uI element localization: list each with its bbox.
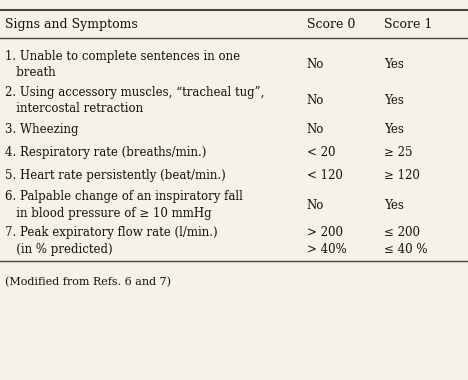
Text: > 200
> 40%: > 200 > 40% — [307, 226, 346, 256]
Text: No: No — [307, 198, 324, 212]
Text: No: No — [307, 58, 324, 71]
Text: No: No — [307, 94, 324, 107]
Text: Yes: Yes — [384, 124, 403, 136]
Text: ≤ 200
≤ 40 %: ≤ 200 ≤ 40 % — [384, 226, 427, 256]
Text: 3. Wheezing: 3. Wheezing — [5, 124, 78, 136]
Text: 5. Heart rate persistently (beat/min.): 5. Heart rate persistently (beat/min.) — [5, 169, 226, 182]
Text: Signs and Symptoms: Signs and Symptoms — [5, 18, 138, 31]
Text: 7. Peak expiratory flow rate (l/min.)
   (in % predicted): 7. Peak expiratory flow rate (l/min.) (i… — [5, 226, 217, 256]
Text: No: No — [307, 124, 324, 136]
Text: 1. Unable to complete sentences in one
   breath: 1. Unable to complete sentences in one b… — [5, 50, 240, 79]
Text: Yes: Yes — [384, 94, 403, 107]
Text: Score 0: Score 0 — [307, 18, 355, 31]
Text: 4. Respiratory rate (breaths/min.): 4. Respiratory rate (breaths/min.) — [5, 146, 206, 159]
Text: ≥ 120: ≥ 120 — [384, 169, 420, 182]
Text: ≥ 25: ≥ 25 — [384, 146, 412, 159]
Text: Yes: Yes — [384, 198, 403, 212]
Text: 2. Using accessory muscles, “tracheal tug”,
   intercostal retraction: 2. Using accessory muscles, “tracheal tu… — [5, 86, 264, 115]
Text: (Modified from Refs. 6 and 7): (Modified from Refs. 6 and 7) — [5, 277, 171, 287]
Text: < 120: < 120 — [307, 169, 343, 182]
Text: < 20: < 20 — [307, 146, 335, 159]
Text: Score 1: Score 1 — [384, 18, 432, 31]
Text: 6. Palpable change of an inspiratory fall
   in blood pressure of ≥ 10 mmHg: 6. Palpable change of an inspiratory fal… — [5, 190, 242, 220]
Text: Yes: Yes — [384, 58, 403, 71]
